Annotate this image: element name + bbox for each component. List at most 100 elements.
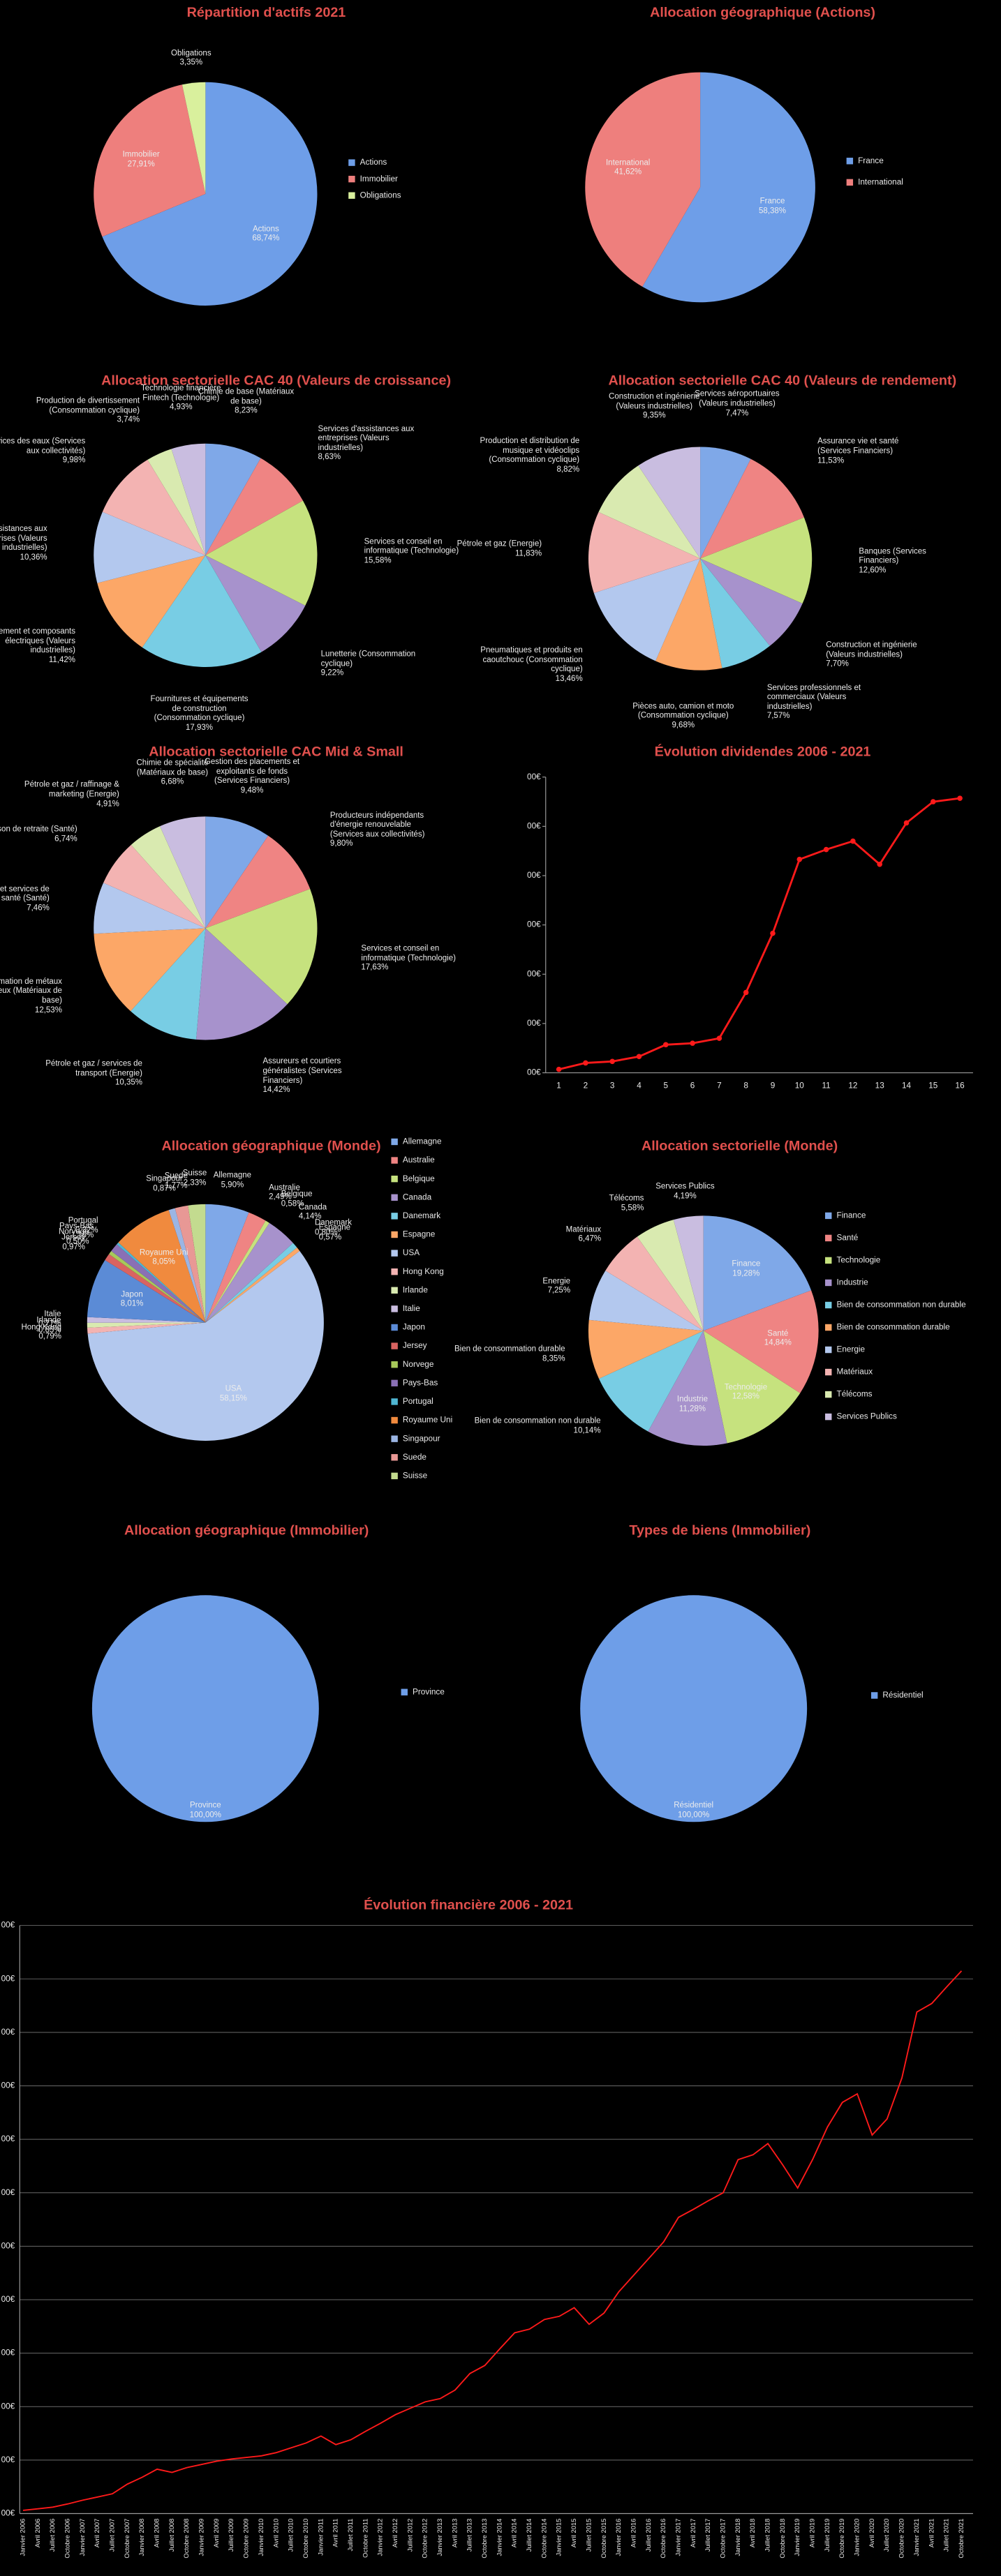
slice-category: Australie	[269, 1183, 300, 1192]
slice-label: Services professionnels et commerciaux (…	[767, 684, 872, 721]
legend-label: Province	[413, 1687, 445, 1696]
x-tick-label: 6	[690, 1081, 695, 1090]
legend-swatch	[348, 192, 355, 199]
slice-value: 7,70%	[826, 660, 849, 669]
data-point	[556, 1066, 562, 1072]
slice-category: Construction et ingénierie (Valeurs indu…	[609, 392, 700, 411]
slice-category: Construction et ingénierie (Valeurs indu…	[826, 641, 917, 659]
pie-slice	[605, 1236, 704, 1331]
slice-label: Actions 68,74%	[252, 225, 279, 244]
slice-category: Canada	[298, 1203, 327, 1212]
pie-slice	[655, 558, 722, 671]
y-tick-label: 00€	[1, 2028, 15, 2037]
slice-label: Belgique 0,58%	[281, 1190, 313, 1209]
y-tick-label: 00€	[1, 1921, 15, 1930]
chart-title: Allocation sectorielle CAC 40 (Valeurs d…	[101, 373, 451, 388]
pie-slice	[700, 558, 803, 646]
slice-category: France	[759, 197, 785, 206]
x-tick-label: 10	[795, 1081, 805, 1090]
legend-swatch	[391, 1213, 398, 1220]
y-tick-label: 00€	[1, 2295, 15, 2304]
pie-slice	[168, 1208, 206, 1323]
slice-category: Japon	[121, 1290, 143, 1299]
legend-label: Actions	[360, 158, 387, 167]
x-tick-label: 5	[664, 1081, 669, 1090]
slice-label: Services et conseil en informatique (Tec…	[364, 537, 469, 566]
pie-slice	[205, 1204, 249, 1323]
legend-swatch	[391, 1361, 398, 1368]
pie-slice	[637, 1220, 704, 1331]
slice-value: 4,14%	[298, 1212, 322, 1221]
x-tick-label: Juillet 2015	[584, 2519, 592, 2552]
slice-label: Irlande 0,65%	[36, 1317, 61, 1335]
x-tick-label: Janvier 2016	[614, 2519, 622, 2556]
slice-label: Pays-Bas 1,16%	[59, 1222, 94, 1241]
chart-title: Évolution financière 2006 - 2021	[364, 1897, 573, 1913]
legend-swatch	[391, 1287, 398, 1294]
slice-value: 9,22%	[320, 668, 344, 677]
y-tick-label: 00€	[1, 2455, 15, 2464]
slice-label: Technologie financière Fintech (Technolo…	[128, 384, 233, 413]
slice-category: International	[605, 158, 651, 167]
legend-label: Irlande	[403, 1285, 428, 1294]
x-tick-label: Avril 2021	[927, 2519, 935, 2548]
slice-category: Gestion des placements et exploitants de…	[204, 757, 300, 786]
x-tick-label: Octobre 2007	[123, 2519, 131, 2559]
slice-category: Santé	[767, 1329, 789, 1338]
slice-label: Télécoms 5,58%	[609, 1195, 644, 1213]
slice-category: Industrie	[676, 1395, 709, 1404]
legend-label: Hong Kong	[403, 1267, 444, 1276]
data-point	[690, 1040, 695, 1046]
legend-label: Matériaux	[837, 1368, 873, 1377]
x-tick-label: Avril 2019	[808, 2519, 816, 2548]
slice-value: 9,48%	[240, 786, 264, 795]
slice-category: Bien de consommation non durable	[474, 1416, 601, 1425]
slice-value: 11,42%	[48, 655, 75, 664]
slice-label: Royaume Uni 8,05%	[140, 1248, 188, 1267]
x-tick-label: Juillet 2012	[406, 2519, 413, 2552]
legend-label: Bien de consommation durable	[837, 1323, 951, 1332]
x-tick-label: Juillet 2007	[108, 2519, 116, 2552]
slice-label: Chimie de base (Matériaux de base) 8,23%	[193, 388, 298, 417]
slice-category: Technologie	[724, 1383, 768, 1392]
pie-slice	[642, 72, 815, 303]
slice-value: 0,77%	[38, 1319, 61, 1328]
pie-slice	[580, 1595, 808, 1822]
slice-category: Pétrole et gaz / raffinage & marketing (…	[24, 781, 119, 799]
legend-label: Italie	[403, 1304, 420, 1313]
slice-category: Pièces auto, camion et moto (Consommatio…	[632, 702, 734, 720]
slice-category: Singapour	[146, 1174, 183, 1183]
x-tick-label: Janvier 2019	[793, 2519, 801, 2556]
data-point	[663, 1042, 669, 1048]
slice-value: 10,35%	[114, 1078, 142, 1087]
slice-category: Services Publics	[655, 1182, 715, 1191]
pie-slice	[599, 1331, 704, 1432]
legend-label: France	[858, 156, 884, 165]
data-point	[850, 838, 856, 844]
pie-slice	[648, 1331, 727, 1446]
x-tick-label: Janvier 2006	[18, 2519, 26, 2556]
slice-category: Royaume Uni	[139, 1248, 188, 1257]
x-tick-label: Juillet 2017	[704, 2519, 711, 2552]
slice-category: Assureurs et courtiers généralistes (Ser…	[262, 1057, 342, 1085]
x-tick-label: Avril 2017	[689, 2519, 697, 2548]
data-point	[716, 1035, 722, 1041]
legend-label: Belgique	[403, 1174, 435, 1183]
slice-value: 7,25%	[547, 1286, 571, 1295]
slice-category: Portugal	[68, 1216, 98, 1225]
pie-slice	[205, 1212, 266, 1323]
x-tick-label: Janvier 2015	[555, 2519, 563, 2556]
pie-slice	[91, 1595, 319, 1822]
slice-category: Transformation de métaux non ferreux (Ma…	[0, 977, 62, 1005]
slice-label: Résidentiel 100,00%	[674, 1802, 713, 1820]
slice-label: Services d'assistances aux entreprises (…	[318, 424, 423, 462]
x-tick-label: Juillet 2006	[48, 2519, 56, 2552]
pie-slice	[94, 511, 206, 583]
y-tick-label: 00€	[527, 969, 541, 978]
y-tick-label: 00€	[527, 871, 541, 880]
slice-value: 1,77%	[165, 1181, 188, 1190]
slice-value: 6,74%	[54, 834, 77, 844]
x-tick-label: Avril 2011	[332, 2519, 339, 2547]
x-tick-label: Octobre 2019	[838, 2519, 845, 2559]
slice-label: Equipement et composants électriques (Va…	[0, 627, 75, 665]
